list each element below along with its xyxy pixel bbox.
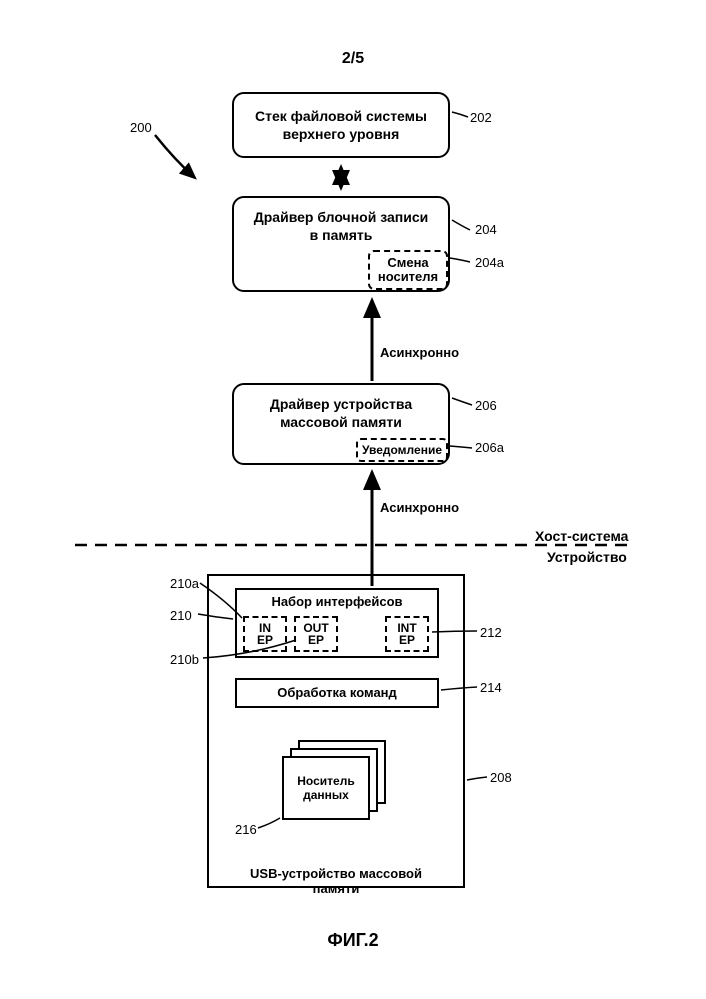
media-line2: данных xyxy=(284,788,368,802)
sub-box-media-change: Смена носителя xyxy=(368,250,448,290)
block-driver-line2: в память xyxy=(310,226,373,244)
async-label-2: Асинхронно xyxy=(380,500,459,515)
ref-210b: 210b xyxy=(170,652,199,667)
ref-210: 210 xyxy=(170,608,192,623)
async-label-1: Асинхронно xyxy=(380,345,459,360)
ref-206: 206 xyxy=(475,398,497,413)
out-ep-l2: EP xyxy=(308,634,324,646)
figure-label: ФИГ.2 xyxy=(327,930,378,951)
usb-title: USB-устройство массовой памяти xyxy=(236,866,436,896)
in-ep-box: IN EP xyxy=(243,616,287,652)
ref-216: 216 xyxy=(235,822,257,837)
top-stack-line2: верхнего уровня xyxy=(283,125,400,143)
in-ep-l2: EP xyxy=(257,634,273,646)
mass-driver-line2: массовой памяти xyxy=(280,413,402,431)
ref-200: 200 xyxy=(130,120,152,135)
media-line1: Носитель xyxy=(284,774,368,788)
box-top-stack: Стек файловой системы верхнего уровня xyxy=(232,92,450,158)
device-label: Устройство xyxy=(547,549,627,565)
notification-text: Уведомление xyxy=(362,443,442,457)
ref-214: 214 xyxy=(480,680,502,695)
int-ep-l2: EP xyxy=(399,634,415,646)
ref-208: 208 xyxy=(490,770,512,785)
ref-212: 212 xyxy=(480,625,502,640)
sub-box-notification: Уведомление xyxy=(356,438,448,462)
block-driver-line1: Драйвер блочной записи xyxy=(254,208,428,226)
ref-202: 202 xyxy=(470,110,492,125)
media-change-line1: Смена xyxy=(387,256,428,270)
int-ep-box: INT EP xyxy=(385,616,429,652)
page-number: 2/5 xyxy=(342,50,364,68)
host-system-label: Хост-система xyxy=(535,528,628,544)
media-change-line2: носителя xyxy=(378,270,438,284)
top-stack-line1: Стек файловой системы xyxy=(255,107,427,125)
mass-driver-line1: Драйвер устройства xyxy=(270,395,412,413)
media-card-1: Носитель данных xyxy=(282,756,370,820)
ref-206a: 206а xyxy=(475,440,504,455)
ref-204a: 204a xyxy=(475,255,504,270)
cmd-box: Обработка команд xyxy=(235,678,439,708)
ref-210a: 210a xyxy=(170,576,199,591)
out-ep-box: OUT EP xyxy=(294,616,338,652)
ref-204: 204 xyxy=(475,222,497,237)
interfaces-title: Набор интерфейсов xyxy=(237,590,437,609)
